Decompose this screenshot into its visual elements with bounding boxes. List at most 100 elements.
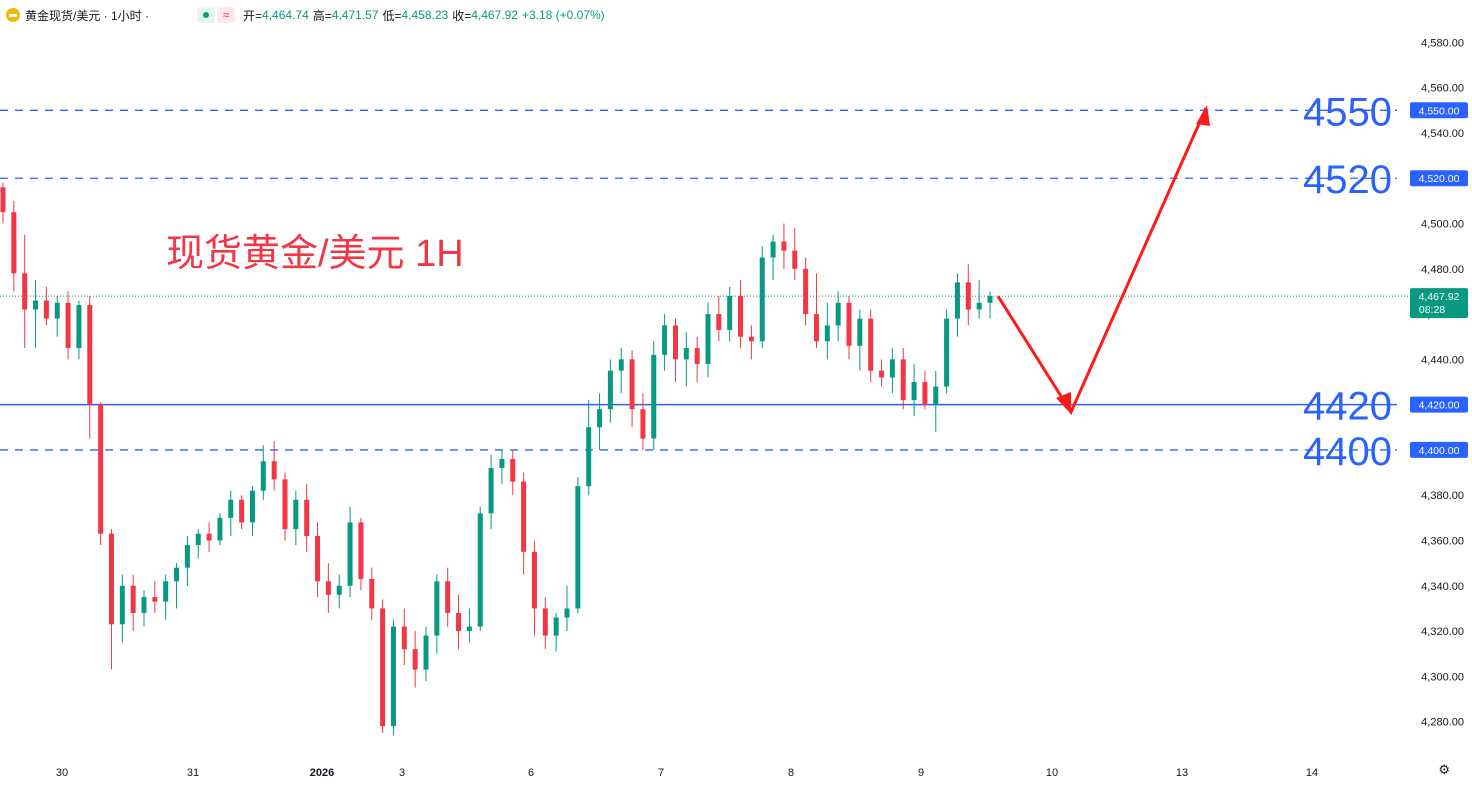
candle-body (239, 499, 245, 523)
candle-body (716, 314, 722, 330)
candle-body (325, 581, 331, 595)
market-open-icon (197, 7, 216, 23)
candle-body (0, 187, 6, 213)
y-tick-label: 4,360.00 (1421, 535, 1464, 547)
time-axis[interactable]: 30 31 2026 3 6 7 8 9 10 13 14 (56, 767, 1318, 779)
candle-body (282, 479, 288, 530)
candle-body (879, 370, 885, 378)
y-tick-label: 4,480.00 (1421, 264, 1464, 276)
candle-body (694, 348, 700, 364)
candle-body (803, 268, 809, 315)
y-tick-label: 4,340.00 (1421, 581, 1464, 593)
level-axis-label: 4,420.00 (1419, 400, 1460, 412)
candle-body (423, 635, 429, 670)
high-value: 4,471.57 (331, 8, 379, 22)
high-label: 高= (312, 8, 332, 23)
candle-body (933, 386, 939, 405)
candle-body (434, 581, 440, 636)
candle-body (542, 608, 548, 636)
x-tick-label: 30 (56, 767, 68, 779)
candle-body (195, 533, 201, 546)
candle-body (683, 348, 689, 360)
candle-body (922, 382, 928, 405)
candle-body (488, 468, 494, 514)
y-tick-label: 4,380.00 (1421, 490, 1464, 502)
countdown-label: 08:28 (1419, 304, 1445, 316)
candle-body (813, 314, 819, 342)
candle-body (976, 302, 982, 310)
candle-body (889, 359, 895, 378)
x-tick-label: 14 (1306, 767, 1318, 779)
candle-body (33, 300, 39, 310)
candle-body (76, 305, 82, 349)
candle-body (846, 302, 852, 346)
y-tick-label: 4,500.00 (1421, 219, 1464, 231)
candle-body (43, 300, 49, 319)
level-axis-label: 4,400.00 (1419, 445, 1460, 457)
candle-body (98, 404, 104, 534)
candle-body (586, 427, 592, 487)
candle-body (315, 535, 321, 582)
candle-body (119, 585, 125, 625)
candle-body (174, 567, 180, 582)
x-tick-label: 9 (918, 767, 924, 779)
candle-body (672, 325, 678, 360)
candle-body (521, 481, 527, 552)
symbol-title[interactable]: 黄金现货/美元 · 1小时 · (25, 8, 150, 23)
candle-body (759, 257, 765, 342)
candle-body (217, 517, 223, 541)
change-value: +3.18 (+0.07%) (521, 8, 605, 22)
y-tick-label: 4,580.00 (1421, 37, 1464, 49)
level-axis-badge (1410, 170, 1468, 187)
candle-body (401, 626, 407, 650)
candle-body (781, 241, 787, 251)
candle-body (477, 513, 483, 627)
candle-body (228, 499, 234, 518)
candle-body (597, 409, 603, 428)
candle-body (11, 212, 17, 274)
candle-body (358, 522, 364, 579)
candle-body (531, 551, 537, 609)
candle-body (412, 649, 418, 670)
candle-body (390, 626, 396, 727)
y-tick-label: 4,280.00 (1421, 717, 1464, 729)
price-axis[interactable]: 4,280.00 4,300.00 4,320.00 4,340.00 4,360.00… (1410, 37, 1468, 729)
candle-body (792, 250, 798, 269)
candle-body (575, 486, 581, 609)
annotations: 现货黄金/美元 1H (166, 105, 1210, 416)
close-label: 收= (452, 8, 472, 23)
candle-body (184, 545, 190, 568)
candle-body (954, 282, 960, 319)
candle-body (380, 608, 386, 727)
candle-body (868, 318, 874, 371)
candle-body (944, 318, 950, 387)
status-pill[interactable]: ≈ (197, 7, 236, 23)
candle-body (22, 273, 28, 310)
last-price-label: 4,467.92 (1419, 291, 1460, 303)
candle-body (857, 318, 863, 346)
settings-gear-icon[interactable]: ⚙ (1438, 762, 1450, 777)
y-tick-label: 4,440.00 (1421, 354, 1464, 366)
x-tick-label: 10 (1046, 767, 1058, 779)
candle-body (900, 359, 906, 401)
x-tick-label: 8 (788, 767, 794, 779)
candle-body (304, 499, 310, 536)
candle-body (130, 585, 136, 613)
level-big-label: 4400 (1303, 430, 1392, 474)
level-big-label: 4550 (1303, 90, 1392, 134)
candle-body (770, 241, 776, 258)
candle-body (705, 314, 711, 364)
gold-coin-icon (6, 8, 20, 22)
level-axis-badge (1410, 396, 1468, 413)
candle-body (629, 359, 635, 410)
level-axis-label: 4,550.00 (1419, 105, 1460, 117)
candle-body (456, 612, 462, 632)
x-tick-label: 6 (528, 767, 534, 779)
candle-body (835, 302, 841, 326)
candle-body (651, 354, 657, 439)
candle-body (911, 382, 917, 401)
candle-body (564, 608, 570, 618)
candle-body (65, 302, 71, 349)
level-axis-badge (1410, 441, 1468, 458)
